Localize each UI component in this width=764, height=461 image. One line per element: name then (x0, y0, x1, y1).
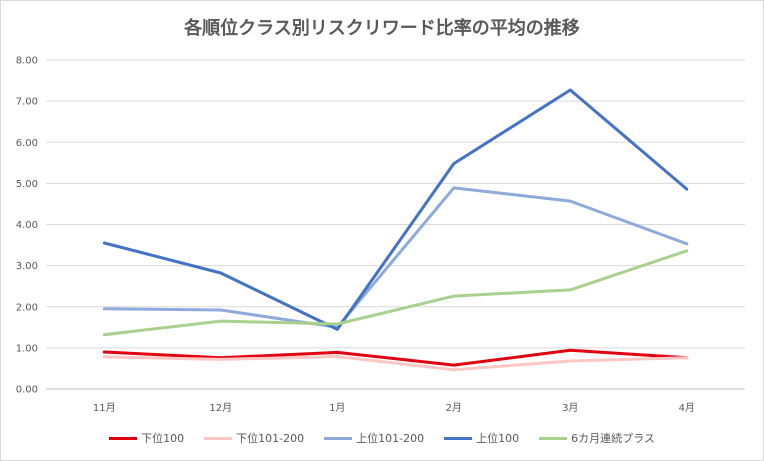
legend-item-3: 上位100 (444, 430, 519, 446)
legend-label: 下位101-200 (236, 432, 305, 445)
legend-swatch (204, 436, 233, 440)
series-line-3 (102, 88, 689, 331)
y-tick-label: 6.00 (16, 138, 38, 149)
x-tick-label: 11月 (93, 402, 116, 414)
chart-legend: 下位100 下位101-200 上位101-200 上位100 6カ月連続プラス (0, 430, 764, 446)
legend-item-0: 下位100 (109, 430, 184, 446)
y-tick-label: 0.00 (16, 385, 38, 396)
legend-swatch (539, 436, 568, 440)
legend-swatch (324, 436, 353, 440)
legend-label: 下位100 (141, 432, 185, 445)
x-tick-label: 3月 (562, 402, 578, 414)
y-tick-label: 1.00 (16, 343, 38, 354)
legend-item-4: 6カ月連続プラス (539, 430, 655, 446)
x-tick-label: 12月 (209, 402, 232, 414)
legend-label: 上位100 (476, 432, 520, 445)
series-line-0 (102, 348, 689, 367)
x-tick-label: 1月 (329, 402, 345, 414)
y-tick-label: 2.00 (16, 302, 38, 313)
y-tick-label: 4.00 (16, 220, 38, 231)
series-line-4 (102, 249, 689, 337)
chart-title: 各順位クラス別リスクリワード比率の平均の推移 (184, 18, 580, 39)
legend-swatch (444, 436, 473, 440)
x-tick-label: 2月 (446, 402, 462, 414)
series-line-1 (102, 355, 689, 372)
series-line-2 (102, 186, 689, 329)
legend-swatch (109, 436, 138, 440)
x-tick-label: 4月 (679, 402, 695, 414)
legend-item-2: 上位101-200 (324, 430, 424, 446)
y-tick-label: 7.00 (16, 97, 38, 108)
legend-label: 上位101-200 (356, 432, 425, 445)
legend-label: 6カ月連続プラス (571, 432, 655, 445)
legend-item-1: 下位101-200 (204, 430, 304, 446)
y-tick-label: 3.00 (16, 261, 38, 272)
y-tick-label: 8.00 (16, 56, 38, 67)
y-tick-label: 5.00 (16, 179, 38, 190)
